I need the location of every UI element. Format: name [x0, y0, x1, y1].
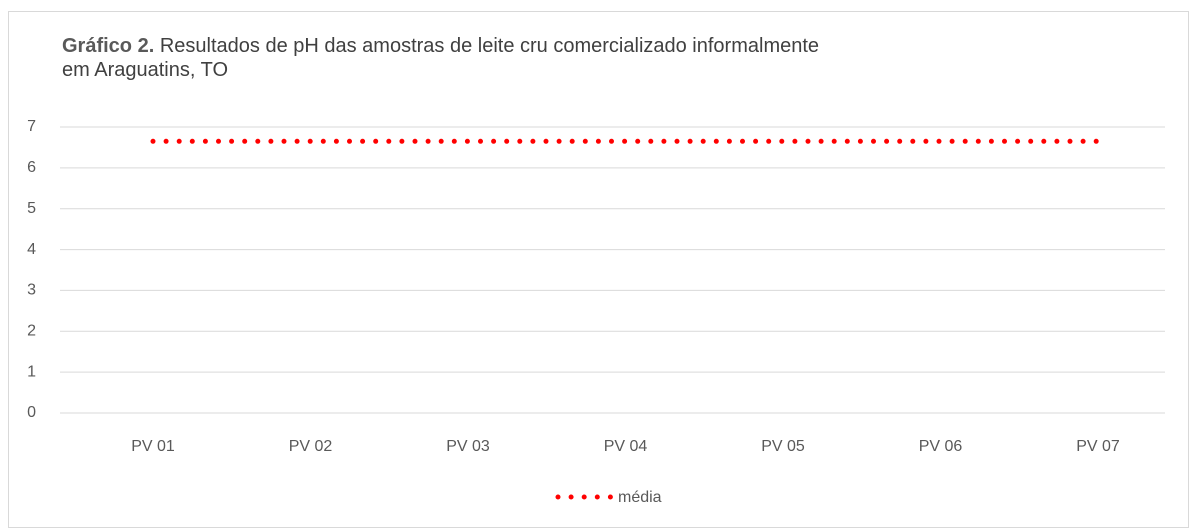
x-tick-label: PV 03 — [446, 438, 490, 455]
y-tick-label: 1 — [27, 363, 36, 380]
y-tick-label: 2 — [27, 323, 36, 340]
legend-label: média — [618, 489, 662, 506]
chart-title-block: Gráfico 2. Resultados de pH das amostras… — [62, 34, 822, 82]
x-tick-label: PV 02 — [289, 438, 333, 455]
y-tick-label: 3 — [27, 282, 36, 299]
x-tick-label: PV 06 — [919, 438, 963, 455]
title-label: Gráfico 2. — [62, 35, 155, 57]
x-tick-label: PV 01 — [131, 438, 175, 455]
chart-title: Resultados de pH das amostras de leite c… — [62, 35, 820, 81]
y-tick-label: 0 — [27, 404, 36, 421]
x-tick-label: PV 07 — [1076, 438, 1120, 455]
x-tick-label: PV 05 — [761, 438, 805, 455]
y-tick-label: 7 — [27, 118, 36, 135]
y-tick-label: 4 — [27, 241, 36, 258]
y-tick-label: 5 — [27, 200, 36, 217]
x-tick-label: PV 04 — [604, 438, 648, 455]
y-tick-label: 6 — [27, 159, 36, 176]
chart-border — [8, 11, 1189, 528]
